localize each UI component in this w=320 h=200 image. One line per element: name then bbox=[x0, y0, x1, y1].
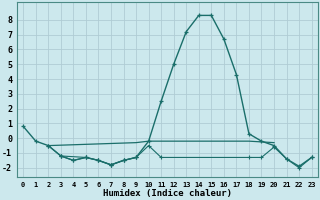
X-axis label: Humidex (Indice chaleur): Humidex (Indice chaleur) bbox=[103, 189, 232, 198]
